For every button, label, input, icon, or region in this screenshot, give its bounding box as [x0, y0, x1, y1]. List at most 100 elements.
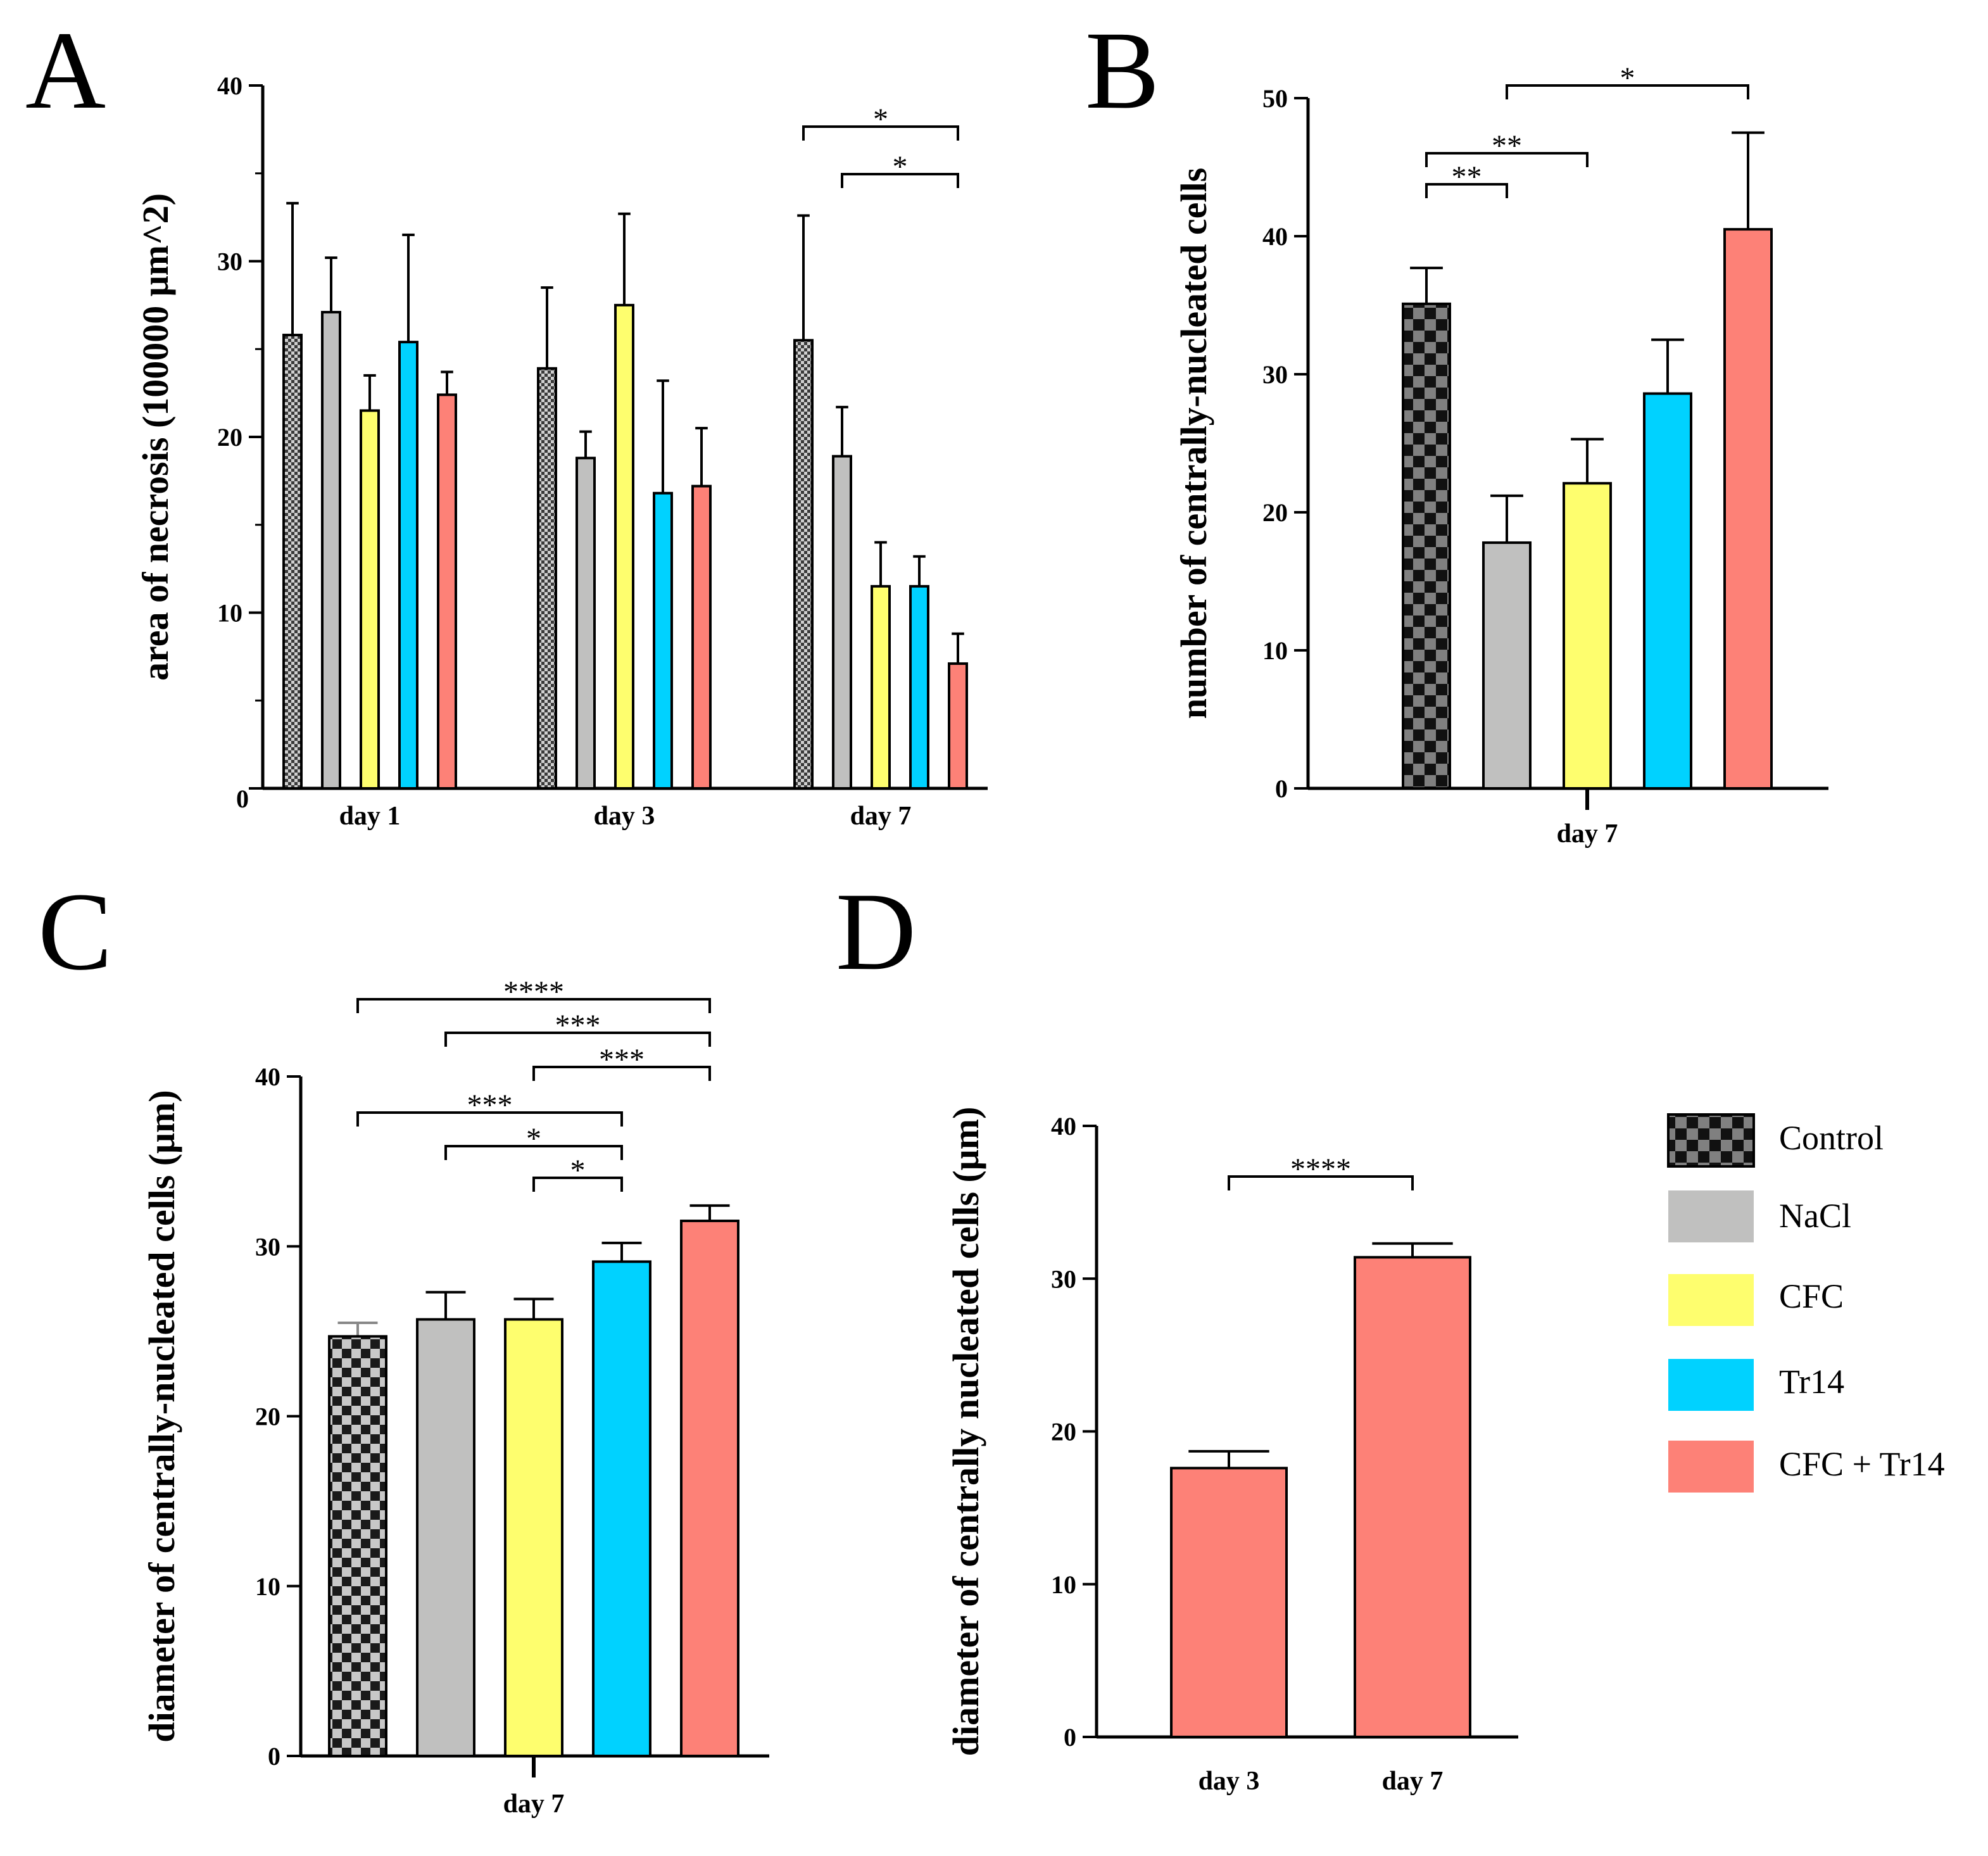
panel-a-chart: 0 10 20 30 40 area of necrosis (100000 μm^2) d… — [135, 72, 988, 831]
panel-a-significance-bracket — [841, 173, 959, 188]
panel-d-category-label: day 3 — [1198, 1767, 1260, 1796]
panel-d-y-tick-label: 40 — [1051, 1112, 1076, 1140]
panel-d-y-tick-label: 0 — [1064, 1723, 1076, 1752]
panel-b-significance-label: ** — [1452, 160, 1482, 194]
panel-a-bar-cfc-day-1 — [360, 409, 380, 790]
panel-d-significance-bracket — [1228, 1175, 1414, 1190]
panel-b-significance-bracket — [1425, 152, 1589, 167]
panel-c-chart: 0 10 20 30 40 diameter of centrally-nucleated… — [141, 975, 769, 1819]
panel-a-category-label: day 7 — [850, 802, 912, 831]
panel-a-y-tick-label: 10 — [217, 599, 242, 628]
panel-d-bar-cfc-tr14-day-3 — [1170, 1467, 1288, 1738]
panel-c-bar-cfc-day-7 — [504, 1318, 563, 1757]
panel-a-bar-cfc-tr14-day-3 — [691, 484, 712, 790]
panel-a-y-tick-label: 20 — [217, 423, 242, 451]
panel-a-category-label: day 3 — [594, 802, 655, 831]
panel-b-significance-label: * — [1620, 61, 1635, 95]
panel-a-bar-control-day-7 — [793, 339, 814, 790]
panel-a-bar-nacl-day-3 — [576, 457, 596, 790]
panel-c-significance-bracket — [356, 1111, 623, 1127]
panel-b-chart: 0 10 20 30 40 50 number of centrally-nucleated… — [1173, 61, 1828, 849]
panel-c-y-tick-label: 20 — [255, 1403, 280, 1431]
panel-c-significance-label: *** — [467, 1089, 513, 1122]
panel-c-y-tick-label: 30 — [255, 1232, 280, 1261]
panel-b-significance-label: ** — [1492, 129, 1522, 163]
panel-a-bar-cfc-tr14-day-1 — [437, 393, 457, 790]
panel-c-bar-nacl-day-7 — [416, 1318, 475, 1757]
panel-a-bar-control-day-1 — [282, 334, 303, 790]
panel-b-y-tick-label: 30 — [1262, 360, 1288, 389]
panel-a-y-tick-label: 0 — [236, 785, 249, 813]
panel-d-y-tick-label: 20 — [1051, 1418, 1076, 1446]
legend-swatch-nacl — [1668, 1190, 1754, 1242]
panel-d-category-label: day 7 — [1382, 1767, 1444, 1796]
panel-b-category-label: day 7 — [1557, 819, 1618, 849]
panel-letter-d: D — [836, 870, 916, 994]
panel-b-bar-cfc-day-7 — [1563, 482, 1612, 790]
panel-b-y-tick-label: 0 — [1275, 774, 1288, 803]
panel-b-bar-tr14-day-7 — [1643, 392, 1692, 790]
panel-d-bar-cfc-tr14-day-7 — [1354, 1256, 1471, 1738]
legend-label-cfc: CFC — [1779, 1277, 1844, 1315]
panel-b-y-tick-label: 20 — [1262, 498, 1288, 527]
panel-b-bar-cfc-tr14-day-7 — [1723, 228, 1773, 790]
panel-letter-c: C — [38, 870, 112, 994]
panel-c-significance-bracket — [532, 1066, 711, 1081]
legend-label-nacl: NaCl — [1779, 1197, 1851, 1235]
panel-a-y-axis-label: area of necrosis (100000 μm^2) — [135, 193, 176, 681]
legend-swatch-cfc-tr14 — [1668, 1441, 1754, 1493]
panel-b-significance-bracket — [1425, 183, 1508, 198]
panel-d-y-tick-label: 10 — [1051, 1570, 1076, 1599]
panel-c-y-axis-label: diameter of centrally-nucleated cells (μ… — [141, 1090, 182, 1742]
legend-swatch-tr14 — [1668, 1359, 1754, 1411]
panel-c-y-tick-label: 0 — [268, 1742, 280, 1771]
panel-b-significance-bracket — [1506, 84, 1749, 99]
panel-c-significance-bracket — [356, 998, 711, 1013]
legend-label-tr14: Tr14 — [1779, 1363, 1844, 1401]
legend-label-control: Control — [1779, 1119, 1884, 1157]
panel-a-bar-tr14-day-3 — [653, 491, 673, 790]
panel-b-y-tick-label: 10 — [1262, 636, 1288, 665]
legend: Control NaCl CFC Tr14 CFC + Tr14 — [1667, 1113, 1945, 1493]
panel-c-significance-label: * — [526, 1122, 541, 1156]
panel-letter-b: B — [1085, 9, 1159, 132]
panel-d-y-axis-label: diameter of centrally nucleated cells (μ… — [945, 1107, 986, 1757]
legend-swatch-control — [1667, 1113, 1755, 1168]
panel-c-category-label: day 7 — [503, 1790, 565, 1819]
legend-swatch-cfc — [1668, 1274, 1754, 1326]
panel-c-significance-bracket — [532, 1177, 623, 1192]
panel-a-y-tick-label: 40 — [217, 72, 242, 100]
legend-label-cfc-tr14: CFC + Tr14 — [1779, 1445, 1945, 1483]
panel-a-category-label: day 1 — [339, 802, 401, 831]
panel-a-bar-nacl-day-7 — [832, 455, 852, 790]
panel-a-bar-tr14-day-1 — [398, 341, 418, 790]
panel-b-y-tick-label: 40 — [1262, 222, 1288, 251]
panel-b-y-axis-label: number of centrally-nucleated cells — [1173, 168, 1214, 719]
panel-a-bar-control-day-3 — [537, 367, 557, 790]
panel-a-y-tick-label: 30 — [217, 248, 242, 276]
panel-c-bar-cfc-tr14-day-7 — [680, 1220, 739, 1757]
panel-d-significance-label: **** — [1290, 1152, 1351, 1186]
panel-a-significance-bracket — [802, 125, 959, 141]
panel-c-significance-label: *** — [555, 1009, 601, 1042]
panel-b-bar-nacl-day-7 — [1482, 541, 1532, 790]
panel-a-bar-tr14-day-7 — [909, 584, 929, 790]
panel-c-significance-bracket — [444, 1145, 623, 1160]
panel-a-significance-label: * — [893, 150, 908, 184]
panel-a-bar-cfc-day-7 — [871, 584, 891, 790]
panel-c-bar-control-day-7 — [328, 1335, 387, 1758]
panel-a-significance-label: * — [873, 103, 888, 136]
panel-c-significance-label: *** — [599, 1043, 645, 1076]
panel-c-y-tick-label: 40 — [255, 1063, 280, 1091]
panel-c-significance-label: * — [570, 1154, 586, 1187]
panel-letter-a: A — [25, 9, 106, 132]
panel-c-bar-tr14-day-7 — [592, 1260, 651, 1757]
panel-b-bar-control-day-7 — [1402, 302, 1451, 790]
panel-c-significance-label: **** — [503, 975, 564, 1009]
panel-c-significance-bracket — [444, 1032, 711, 1047]
panel-d-chart: 0 10 20 30 40 diameter of centrally nucleated… — [945, 1107, 1518, 1796]
panel-b-y-tick-label: 50 — [1262, 84, 1288, 113]
panel-c-y-tick-label: 10 — [255, 1572, 280, 1601]
panel-a-bar-cfc-day-3 — [614, 303, 634, 790]
